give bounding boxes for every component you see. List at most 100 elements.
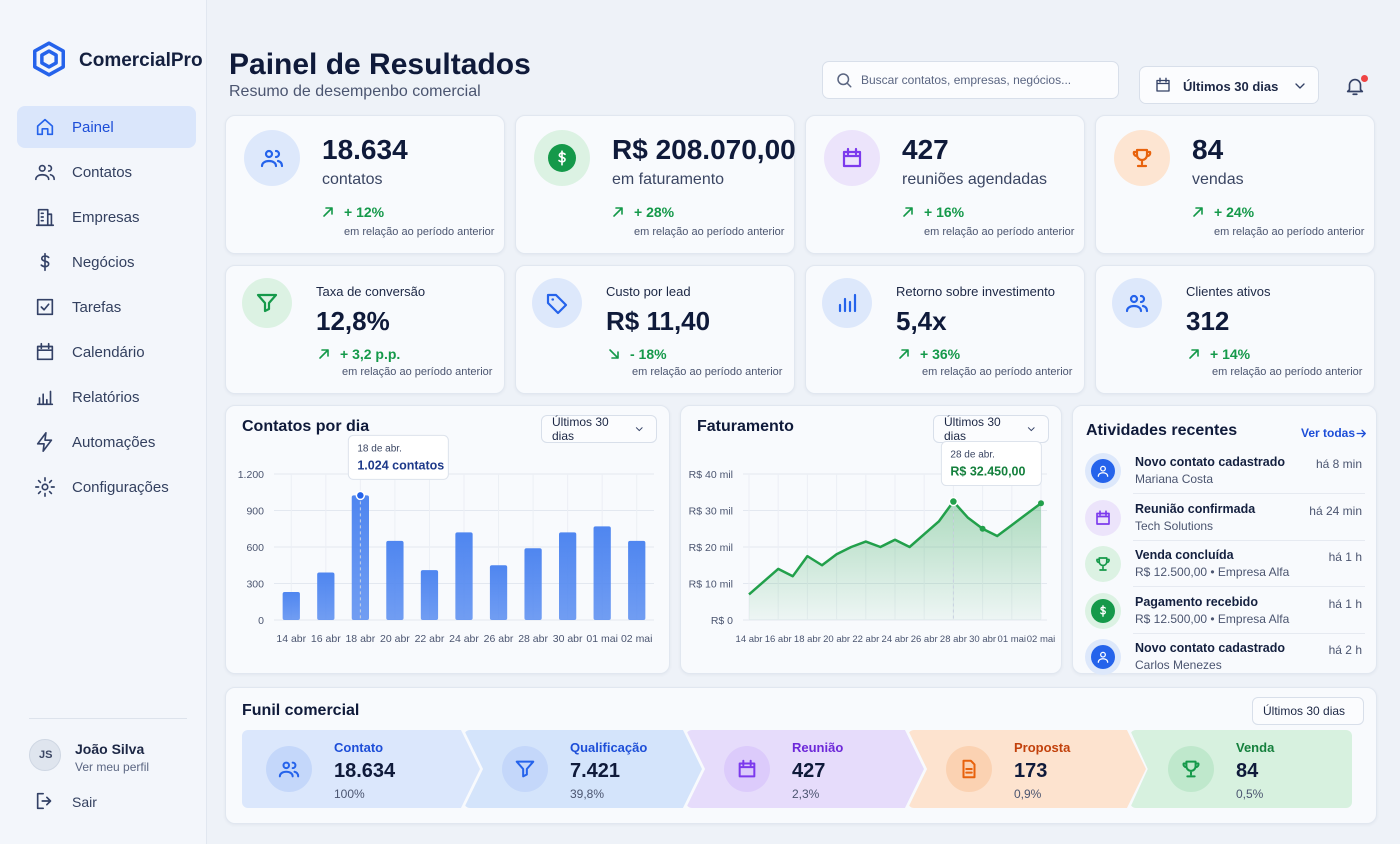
icon-circle [824, 130, 880, 186]
period-select[interactable]: Últimos 30 dias [541, 415, 657, 443]
activity-time: há 24 min [1309, 503, 1362, 518]
kpi-card: 18.634 contatos + 12% em relação ao período… [225, 115, 505, 254]
icon [1100, 604, 1106, 617]
icon [1097, 651, 1109, 663]
icon [842, 147, 862, 168]
period-select[interactable]: Últimos 30 dias [1139, 66, 1319, 104]
kpi-change: + 16% [924, 204, 965, 220]
divider [29, 718, 187, 719]
x-tick-label: 18 abr [345, 633, 375, 645]
icon-path [1193, 207, 1203, 217]
activity-time: há 1 h [1328, 596, 1362, 611]
area [749, 501, 1041, 620]
notification-dot [1361, 75, 1368, 82]
icon-path [35, 477, 55, 497]
logout[interactable]: Sair [29, 788, 149, 816]
y-tick-label: 300 [246, 579, 264, 591]
kpi-change: + 36% [920, 346, 961, 362]
icon [33, 41, 65, 77]
kpi-change: + 12% [344, 204, 385, 220]
period-label: Últimos 30 dias [552, 415, 609, 443]
nav-item[interactable]: Contatos [17, 151, 196, 193]
icon [278, 761, 300, 778]
notifications[interactable] [1343, 73, 1369, 99]
icon-path [1182, 760, 1200, 778]
activity-title: Reunião confirmada [1135, 501, 1256, 516]
activity-title: Venda concluída [1135, 548, 1234, 562]
icon-circle [534, 130, 590, 186]
nav-item[interactable]: Empresas [17, 196, 196, 238]
x-tick-label: 01 mai [586, 633, 618, 645]
icon [319, 349, 329, 359]
icon-circle [1085, 592, 1121, 629]
nav-item[interactable]: Automações [17, 421, 196, 463]
icon-path [1100, 604, 1106, 617]
nav-item[interactable]: Negócios [17, 241, 196, 283]
icon-path [962, 759, 976, 779]
kpi-value: 312 [1186, 306, 1230, 336]
icon-path [35, 164, 55, 181]
profile-link[interactable]: Ver meu perfil [75, 760, 150, 774]
icon [1346, 78, 1364, 96]
activity-item: Novo contato cadastrado Carlos Menezes há … [1073, 634, 1376, 680]
kpi-note: em relação ao período anterior [632, 366, 783, 378]
period-select[interactable]: Últimos 30 dias [933, 415, 1049, 443]
icon-path [1096, 557, 1110, 571]
icon [256, 293, 278, 313]
icon [36, 298, 54, 316]
bar [559, 532, 577, 620]
y-tick-label: 1.200 [238, 469, 264, 481]
kpi-note: em relação ao período anterior [924, 226, 1075, 238]
kpi-card: 427 reuniões agendadas + 16% em relação ao … [805, 115, 1085, 254]
icon-path [838, 293, 857, 313]
stage-name: Qualificação [570, 740, 648, 755]
icon [36, 792, 52, 810]
x-tick-label: 20 abr [380, 633, 410, 645]
icon [36, 390, 54, 406]
icon-path [36, 432, 53, 452]
icon-path [36, 118, 54, 136]
period-select[interactable]: Últimos 30 dias [1252, 697, 1364, 725]
stage-value: 84 [1236, 760, 1259, 782]
icon-path [1096, 509, 1110, 525]
x-tick-label: 14 abr [276, 633, 306, 645]
chevron [636, 427, 644, 432]
view-all[interactable]: Ver todas [1301, 425, 1367, 443]
kpi-card: Taxa de conversão 12,8% + 3,2 p.p. em relaç… [225, 265, 505, 394]
icon-path [899, 349, 909, 359]
search-box[interactable]: Buscar contatos, empresas, negócios... [822, 61, 1119, 99]
activity-item: Reunião confirmada Tech Solutions há 24 mi… [1073, 495, 1376, 541]
activity-detail: R$ 12.500,00 • Empresa Alfa [1135, 611, 1290, 626]
icon [1189, 349, 1199, 359]
kpi-value: 18.634 [322, 134, 408, 165]
stage-share: 39,8% [570, 787, 605, 801]
kpi-change: + 28% [634, 204, 675, 220]
tooltip [940, 441, 1042, 487]
x-tick-label: 26 abr [484, 633, 514, 645]
icon [35, 164, 55, 181]
nav-item[interactable]: Painel [17, 106, 196, 148]
icon-path [36, 298, 54, 316]
icon-circle [724, 746, 770, 792]
icon [35, 208, 55, 227]
brand: ComercialPro [79, 50, 203, 71]
icon-circle [1168, 746, 1214, 792]
search-placeholder: Buscar contatos, empresas, negócios... [861, 73, 1072, 87]
icon [609, 349, 619, 359]
nav-item[interactable]: Relatórios [17, 376, 196, 418]
icon [36, 342, 54, 361]
nav-item[interactable]: Tarefas [17, 286, 196, 328]
icon-path [1156, 77, 1170, 92]
icon-circle-inner [1091, 459, 1115, 483]
y-tick-label: 900 [246, 506, 264, 518]
stage-share: 100% [334, 787, 365, 801]
icon [613, 207, 623, 217]
separator [1133, 539, 1365, 541]
nav-item[interactable]: Configurações [17, 466, 196, 508]
nav-label: Automações [72, 434, 156, 451]
separator [1133, 493, 1365, 494]
stage-value: 173 [1014, 760, 1048, 782]
nav-item[interactable]: Calendário [17, 331, 196, 373]
bar [455, 532, 473, 620]
